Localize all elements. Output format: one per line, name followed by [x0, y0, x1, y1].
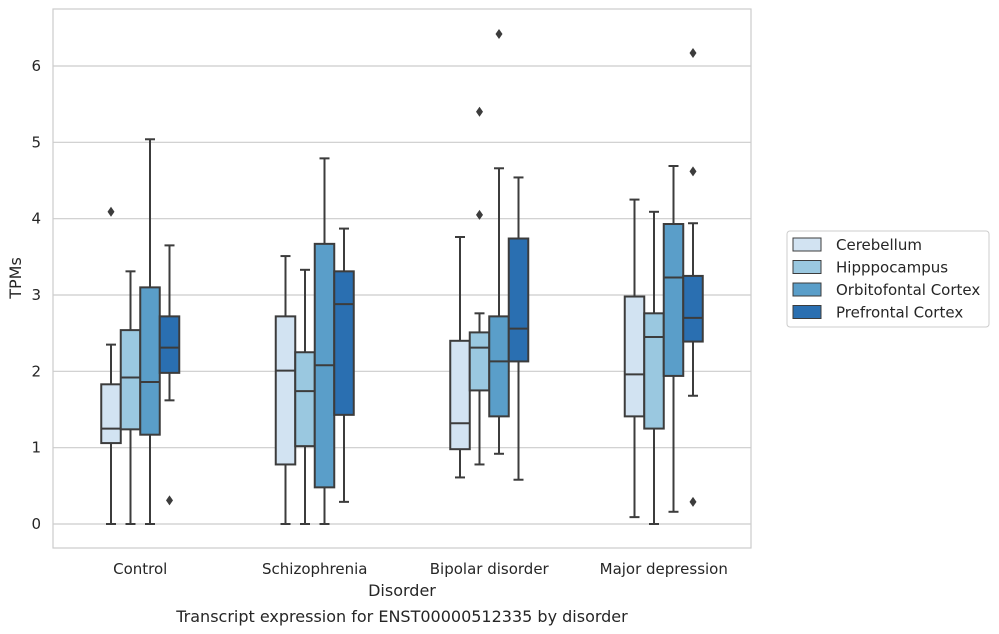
- x-axis-title: Disorder: [368, 581, 436, 600]
- x-tick-label: Major depression: [600, 560, 728, 578]
- y-tick-labels: 0 1 2 3 4 5 6: [31, 57, 41, 533]
- legend-label: Prefrontal Cortex: [836, 304, 963, 322]
- y-tick-label: 5: [31, 133, 41, 151]
- box-iqr: [119, 329, 142, 431]
- box-hipppocampus: [294, 268, 316, 525]
- box-prefrontal-cortex: [333, 227, 355, 503]
- box-hipppocampus: [468, 106, 491, 466]
- box-iqr: [139, 286, 161, 436]
- box-iqr: [449, 339, 471, 451]
- box-cerebellum: [274, 255, 297, 525]
- legend-swatch: [792, 260, 822, 274]
- legend: Cerebellum Hipppocampus Orbitofontal Corte…: [786, 230, 990, 328]
- box-orbitofontal-cortex: [662, 164, 685, 513]
- box-cerebellum: [449, 235, 471, 479]
- box-iqr: [333, 270, 355, 416]
- box-iqr: [274, 315, 297, 466]
- y-tick-label: 6: [31, 57, 41, 75]
- box-iqr: [468, 331, 491, 392]
- outlier-point: [476, 209, 483, 220]
- box-iqr: [100, 383, 122, 445]
- y-tick-label: 2: [31, 362, 41, 380]
- outlier-point: [476, 106, 483, 117]
- y-axis-title: TPMs: [6, 257, 25, 300]
- boxes: [100, 28, 704, 525]
- outlier-point: [107, 206, 115, 217]
- outlier-point: [166, 495, 173, 506]
- legend-swatch: [792, 282, 822, 297]
- y-tick-label: 0: [31, 515, 41, 533]
- legend-swatch: [792, 237, 822, 252]
- chart-caption: Transcript expression for ENST0000051233…: [175, 607, 628, 626]
- box-iqr: [623, 295, 646, 418]
- box-orbitofontal-cortex: [488, 28, 510, 455]
- y-tick-label: 3: [31, 286, 41, 304]
- box-iqr: [682, 274, 704, 343]
- box-iqr: [294, 351, 316, 448]
- box-prefrontal-cortex: [682, 48, 704, 507]
- legend-label: Orbitofontal Cortex: [836, 281, 980, 299]
- box-prefrontal-cortex: [507, 176, 530, 481]
- y-tick-label: 4: [31, 210, 41, 228]
- outlier-point: [689, 48, 697, 59]
- box-iqr: [662, 223, 685, 377]
- box-iqr: [507, 237, 530, 363]
- legend-swatch: [792, 305, 822, 319]
- box-prefrontal-cortex: [158, 244, 181, 506]
- box-hipppocampus: [643, 210, 665, 525]
- box-iqr: [643, 312, 665, 430]
- x-tick-label: Control: [113, 560, 167, 578]
- x-tick-label: Bipolar disorder: [430, 560, 550, 578]
- x-tick-label: Schizophrenia: [262, 560, 367, 578]
- plot-frame: [52, 8, 752, 549]
- box-orbitofontal-cortex: [139, 138, 161, 525]
- outlier-point: [689, 166, 697, 177]
- y-tick-label: 1: [31, 439, 41, 457]
- box-cerebellum: [623, 198, 646, 519]
- legend-label: Cerebellum: [836, 236, 922, 254]
- box-iqr: [158, 315, 181, 374]
- box-hipppocampus: [119, 270, 142, 525]
- box-orbitofontal-cortex: [313, 157, 336, 525]
- outlier-point: [689, 496, 697, 507]
- box-iqr: [488, 315, 510, 418]
- outlier-point: [495, 28, 503, 39]
- x-tick-labels: Control Schizophrenia Bipolar disorder Majo…: [113, 560, 728, 578]
- box-cerebellum: [100, 206, 122, 525]
- legend-frame: [786, 230, 990, 328]
- legend-label: Hipppocampus: [836, 259, 948, 277]
